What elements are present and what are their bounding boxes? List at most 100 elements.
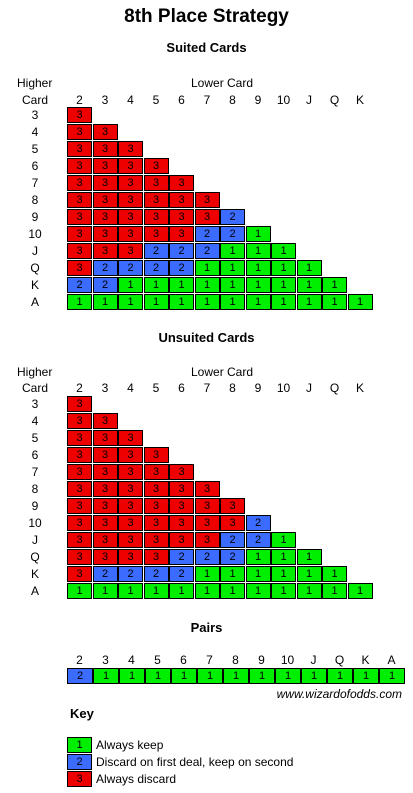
- unsuited-cell: 2: [143, 566, 169, 582]
- pairs-cell: 1: [379, 668, 405, 684]
- unsuited-cell: 3: [67, 413, 92, 429]
- unsuited-cell: 3: [92, 549, 118, 565]
- pairs-rank-tick: K: [361, 653, 370, 667]
- suited-cell: 1: [220, 260, 245, 276]
- pairs-rank-tick: 4: [128, 653, 135, 667]
- suited-cell: 3: [118, 158, 143, 174]
- unsuited-cell: 1: [245, 566, 271, 582]
- key-label: Always keep: [96, 738, 164, 752]
- suited-row-label: 10: [28, 227, 42, 241]
- unsuited-cell: 1: [271, 566, 296, 582]
- unsuited-cell: 1: [245, 549, 271, 565]
- unsuited-row-label: 8: [31, 482, 39, 496]
- key-swatch: 1: [67, 737, 92, 753]
- unsuited-cell: 3: [67, 464, 92, 480]
- unsuited-cell: 3: [118, 447, 143, 463]
- pairs-cell: 1: [327, 668, 353, 684]
- unsuited-higher-label-2: Card: [22, 381, 49, 395]
- unsuited-cell: 3: [67, 532, 92, 548]
- unsuited-cell: 3: [194, 532, 220, 548]
- unsuited-lower-tick: 2: [76, 381, 83, 395]
- suited-cell: 3: [118, 192, 143, 208]
- suited-row-label: 4: [31, 125, 39, 139]
- unsuited-cell: 2: [169, 566, 194, 582]
- unsuited-cell: 3: [92, 464, 118, 480]
- unsuited-cell: 3: [220, 515, 245, 531]
- unsuited-cell: 2: [220, 532, 245, 548]
- suited-lower-tick: 7: [203, 93, 211, 107]
- suited-cell: 1: [347, 294, 373, 310]
- unsuited-row-label: 3: [31, 397, 39, 411]
- pairs-rank-tick: 3: [102, 653, 109, 667]
- pairs-rank-tick: 10: [280, 653, 295, 667]
- suited-cell: 1: [271, 294, 296, 310]
- unsuited-row-label: 4: [31, 414, 39, 428]
- unsuited-cell: 3: [92, 413, 118, 429]
- pairs-rank-tick: A: [387, 653, 396, 667]
- unsuited-cell: 1: [296, 583, 322, 599]
- pairs-rank-tick: 6: [180, 653, 187, 667]
- suited-cell: 1: [92, 294, 118, 310]
- unsuited-cell: 3: [118, 464, 143, 480]
- unsuited-cell: 3: [143, 532, 169, 548]
- unsuited-cell: 3: [92, 498, 118, 514]
- suited-lower-tick: 8: [229, 93, 236, 107]
- suited-row-label: Q: [30, 261, 40, 275]
- suited-higher-label-2: Card: [22, 93, 49, 107]
- suited-row-label: A: [30, 295, 39, 309]
- unsuited-cell: 2: [220, 549, 245, 565]
- suited-cell: 3: [169, 209, 194, 225]
- suited-lower-label: Lower Card: [191, 76, 254, 90]
- unsuited-cell: 3: [67, 498, 92, 514]
- unsuited-cell: 3: [67, 430, 92, 446]
- unsuited-cell: 1: [322, 566, 347, 582]
- unsuited-lower-tick: Q: [329, 381, 340, 395]
- suited-cell: 3: [92, 141, 118, 157]
- suited-cell: 3: [169, 192, 194, 208]
- unsuited-row-label: 5: [31, 431, 39, 445]
- suited-row-label: 9: [31, 210, 39, 224]
- unsuited-cell: 1: [143, 583, 169, 599]
- suited-cell: 2: [92, 260, 118, 276]
- pairs-rank-tick: 9: [258, 653, 265, 667]
- unsuited-row-label: 9: [31, 499, 39, 513]
- unsuited-cell: 3: [118, 481, 143, 497]
- unsuited-cell: 3: [118, 532, 143, 548]
- suited-row-label: 7: [31, 176, 39, 190]
- unsuited-row-label: K: [30, 567, 39, 581]
- suited-row-label: 8: [31, 193, 39, 207]
- pairs-cell: 1: [171, 668, 197, 684]
- unsuited-cell: 3: [92, 515, 118, 531]
- unsuited-cell: 1: [220, 583, 245, 599]
- suited-cell: 2: [143, 243, 169, 259]
- pairs-rank-tick: 8: [232, 653, 239, 667]
- unsuited-lower-tick: J: [306, 381, 312, 395]
- unsuited-lower-tick: 5: [152, 381, 160, 395]
- pairs-rank-tick: 2: [76, 653, 83, 667]
- suited-cell: 3: [92, 158, 118, 174]
- key-label: Always discard: [96, 772, 177, 786]
- unsuited-cell: 3: [118, 515, 143, 531]
- suited-cell: 2: [169, 260, 194, 276]
- suited-cell: 2: [194, 243, 220, 259]
- suited-cell: 1: [245, 226, 271, 242]
- suited-cell: 3: [92, 175, 118, 191]
- suited-cell: 1: [271, 260, 296, 276]
- unsuited-lower-label: Lower Card: [191, 365, 254, 379]
- unsuited-cell: 2: [92, 566, 118, 582]
- suited-cell: 1: [271, 243, 296, 259]
- unsuited-lower-tick: 6: [178, 381, 185, 395]
- suited-cell: 3: [194, 209, 220, 225]
- suited-lower-tick: 4: [127, 93, 134, 107]
- unsuited-cell: 3: [67, 566, 92, 582]
- unsuited-cell: 3: [169, 515, 194, 531]
- suited-cell: 3: [92, 209, 118, 225]
- unsuited-cell: 3: [169, 481, 194, 497]
- pairs-cell: 1: [93, 668, 119, 684]
- suited-lower-tick: 5: [152, 93, 160, 107]
- unsuited-cell: 1: [220, 566, 245, 582]
- unsuited-lower-tick: 4: [127, 381, 134, 395]
- suited-cell: 2: [67, 277, 92, 293]
- suited-cell: 3: [169, 175, 194, 191]
- suited-cell: 1: [194, 277, 220, 293]
